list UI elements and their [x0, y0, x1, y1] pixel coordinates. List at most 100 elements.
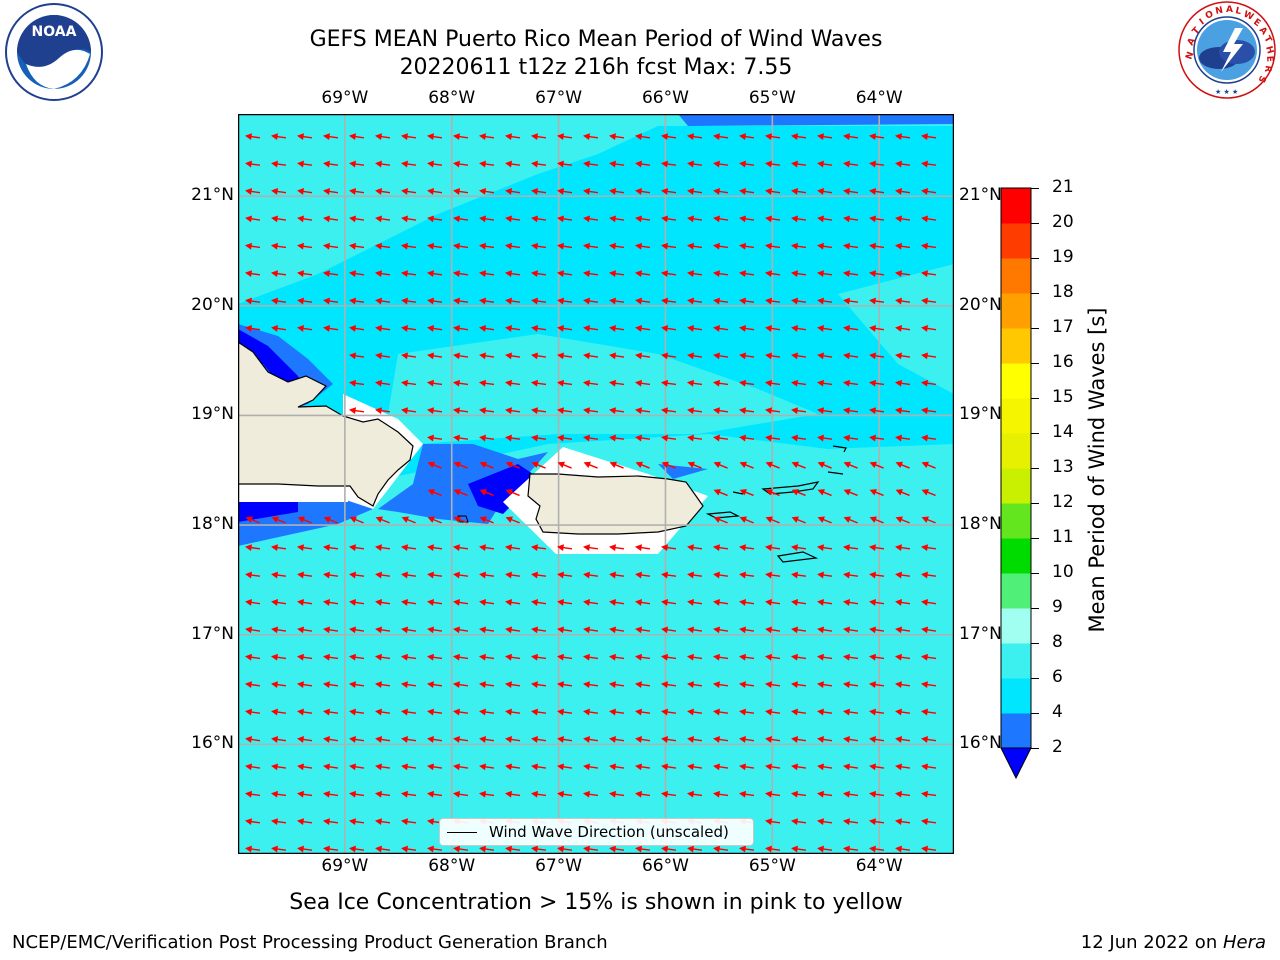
wave-direction-arrow — [817, 571, 833, 579]
wave-direction-arrow — [843, 489, 858, 497]
wave-direction-arrow — [869, 845, 885, 853]
wave-direction-arrow — [349, 708, 365, 716]
wave-direction-arrow — [869, 297, 885, 305]
wave-direction-arrow — [479, 790, 495, 798]
wave-direction-arrow — [583, 352, 599, 360]
colorbar-tick-mark — [1031, 188, 1039, 189]
wave-direction-arrow — [843, 270, 859, 278]
svg-text:A: A — [1186, 36, 1198, 47]
wave-direction-arrow — [323, 544, 339, 552]
wave-direction-arrow — [427, 215, 443, 223]
wave-direction-arrow — [453, 297, 469, 305]
wave-direction-arrow — [661, 763, 677, 771]
wave-direction-arrow — [765, 160, 781, 168]
wave-direction-arrow — [427, 681, 443, 689]
wave-direction-arrow — [401, 626, 417, 634]
svg-text:R: R — [1262, 64, 1273, 73]
wave-direction-arrow — [557, 379, 573, 387]
wave-direction-arrow — [869, 461, 884, 469]
wave-direction-arrow — [583, 407, 599, 415]
wave-direction-arrow — [661, 325, 677, 332]
wave-direction-arrow — [635, 379, 651, 387]
svg-text:T: T — [1191, 25, 1203, 37]
wave-direction-arrow — [323, 571, 339, 579]
wave-direction-arrow — [817, 242, 833, 250]
wave-direction-arrow — [687, 297, 703, 305]
latitude-label-right: 21°N — [959, 185, 1002, 206]
wave-direction-arrow — [817, 626, 833, 634]
colorbar-tick-label: 10 — [1052, 562, 1074, 582]
wave-direction-arrow — [635, 571, 651, 579]
wave-direction-arrow — [557, 763, 573, 771]
wave-direction-arrow — [297, 242, 313, 250]
wave-direction-arrow — [765, 599, 781, 606]
wave-direction-arrow — [635, 297, 651, 305]
colorbar-swatch — [1001, 608, 1031, 644]
wave-direction-arrow — [245, 790, 261, 798]
wave-direction-arrow — [635, 160, 651, 168]
wave-direction-arrow — [427, 133, 443, 141]
wave-direction-arrow — [713, 708, 729, 716]
colorbar-tick-label: 21 — [1052, 177, 1074, 197]
wave-direction-arrow — [401, 160, 417, 168]
wave-direction-arrow — [349, 188, 365, 195]
wave-direction-arrow — [401, 544, 417, 552]
wave-direction-arrow — [791, 434, 807, 442]
wave-direction-arrow — [713, 653, 729, 661]
wave-direction-arrow — [921, 489, 936, 497]
wave-direction-arrow — [687, 461, 702, 469]
wave-direction-arrow — [427, 516, 442, 524]
wave-direction-arrow — [817, 489, 832, 497]
wave-direction-arrow — [687, 845, 703, 853]
wave-direction-arrow — [349, 407, 365, 415]
colorbar-swatch — [1001, 188, 1031, 224]
wave-direction-arrow — [609, 160, 625, 168]
wave-direction-arrow — [869, 160, 885, 168]
wave-direction-arrow — [609, 133, 625, 141]
wave-direction-arrow — [427, 489, 442, 497]
wave-direction-arrow — [401, 845, 417, 853]
wave-direction-arrow — [843, 352, 859, 360]
wave-direction-arrow — [323, 516, 338, 524]
wave-direction-arrow — [609, 653, 625, 661]
wave-direction-arrow — [817, 544, 833, 552]
wave-direction-arrow — [713, 763, 729, 771]
wave-direction-arrow — [921, 325, 937, 332]
wave-direction-arrow — [297, 653, 313, 661]
wave-direction-arrow — [349, 571, 365, 579]
wave-direction-arrow — [531, 352, 547, 360]
wave-direction-arrow — [323, 708, 339, 716]
wave-direction-arrow — [713, 297, 729, 305]
wave-direction-arrow — [427, 379, 443, 387]
wave-direction-arrow — [531, 379, 547, 387]
wave-direction-arrow — [479, 461, 494, 469]
wave-direction-arrow — [297, 297, 313, 305]
wave-direction-arrow — [869, 818, 885, 826]
wave-direction-arrow — [843, 790, 859, 798]
wave-direction-arrow — [401, 352, 417, 360]
wave-direction-arrow — [271, 736, 287, 743]
wave-direction-arrow — [817, 325, 833, 332]
wave-direction-arrow — [895, 461, 910, 469]
footer-date: 12 Jun 2022 on Hera — [1081, 932, 1266, 953]
wave-direction-arrow — [245, 599, 261, 606]
wave-direction-arrow — [401, 599, 417, 606]
wave-direction-arrow — [843, 599, 859, 606]
wave-direction-arrow — [505, 434, 521, 442]
wave-direction-arrow — [557, 790, 573, 798]
wave-direction-arrow — [687, 352, 703, 360]
wave-direction-arrow — [843, 133, 859, 141]
wave-direction-arrow — [817, 160, 833, 168]
wave-direction-arrow — [531, 681, 547, 689]
wave-direction-arrow — [557, 215, 573, 223]
longitude-label-bottom: 64°W — [855, 856, 903, 876]
wave-direction-arrow — [635, 188, 651, 195]
wave-direction-arrow — [349, 818, 365, 826]
wave-direction-arrow — [401, 681, 417, 689]
colorbar-tick-label: 6 — [1052, 667, 1063, 687]
wave-direction-arrow — [791, 215, 807, 223]
wave-direction-arrow — [271, 516, 286, 524]
wave-direction-arrow — [479, 325, 495, 332]
period-2-4-region — [678, 114, 954, 126]
wave-direction-arrow — [583, 379, 599, 387]
